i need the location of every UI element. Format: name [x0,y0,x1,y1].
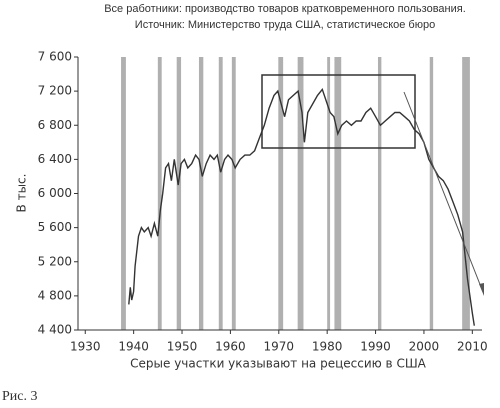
highlight-box [261,74,416,149]
x-axis-label: Серые участки указывают на рецессию в СШ… [130,357,427,371]
recession-band [121,57,126,330]
recession-band [218,57,223,330]
recession-band [327,57,331,330]
y-axis-label: В тыс. [15,174,29,213]
data-line [128,87,475,326]
plot [128,87,475,326]
x-tick-label: 1980 [312,340,343,354]
y-tick-label: 4 400 [38,323,72,337]
recession-band [377,57,382,330]
recession-band [334,57,342,330]
chart-title: Все работники: производство товаров крат… [104,3,466,15]
caption: Рис. 3 [2,389,38,404]
recession-band [198,57,204,330]
x-tick-label: 1960 [215,340,246,354]
y-tick-label: 6 800 [38,118,72,132]
x-tick-label: 2010 [457,340,488,354]
y-tick-label: 6 000 [38,186,72,200]
x-tick-label: 1950 [167,340,198,354]
x-tick-label: 1970 [264,340,295,354]
y-tick-label: 6 400 [38,152,72,166]
x-tick-label: 2000 [409,340,440,354]
chart-subtitle: Источник: Министерство труда США, статис… [135,19,435,31]
recession-band [297,57,304,330]
recession-band [176,57,182,330]
y-tick-label: 5 600 [38,220,72,234]
y-tick-label: 7 600 [38,50,72,64]
recession-band [231,57,236,330]
x-tick-label: 1990 [360,340,391,354]
recession-band [278,57,284,330]
trend-arrow [403,91,484,293]
arrow-head [479,283,484,296]
y-tick-label: 4 800 [38,288,72,302]
x-tick-label: 1940 [118,340,149,354]
recession-band [157,57,162,330]
y-tick-label: 7 200 [38,84,72,98]
recession-bands [121,57,470,330]
x-tick-label: 1930 [70,340,101,354]
recession-band [429,57,434,330]
y-tick-label: 5 200 [38,254,72,268]
recession-band [462,57,470,330]
